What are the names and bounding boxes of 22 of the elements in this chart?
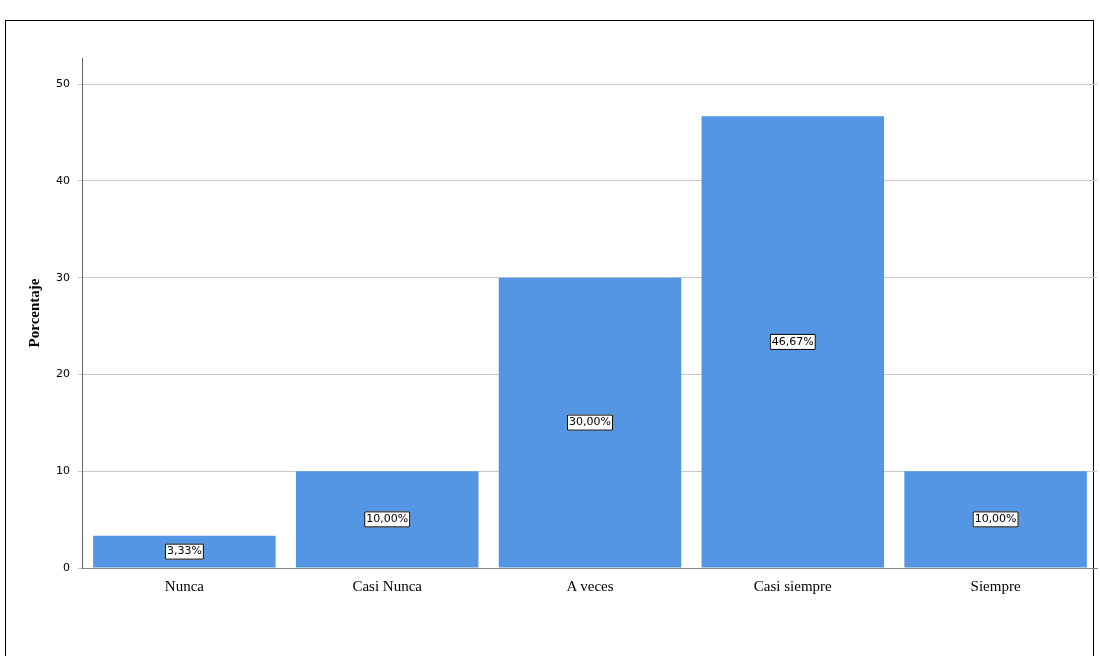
y-tick-label: 20 — [56, 367, 70, 381]
data-label: 3,33% — [166, 544, 202, 558]
bar — [295, 471, 479, 568]
bar — [93, 535, 276, 568]
bar — [701, 116, 885, 568]
x-tick-label: Nunca — [164, 577, 205, 594]
bar — [904, 471, 1087, 568]
x-tick-label: Casi Nunca — [352, 577, 423, 594]
y-axis-title: Porcentaje — [25, 278, 42, 348]
y-tick-label: 10 — [56, 464, 70, 478]
y-tick-label: 30 — [56, 270, 70, 284]
bar — [498, 277, 682, 568]
data-label: 46,67% — [771, 334, 814, 348]
y-tick-label: 0 — [63, 560, 70, 574]
x-tick-label: A veces — [566, 577, 614, 594]
data-label: 30,00% — [569, 415, 611, 429]
y-tick-label: 50 — [56, 76, 70, 90]
x-tick-label: Casi siempre — [753, 577, 833, 594]
data-label: 10,00% — [974, 512, 1017, 526]
x-tick-label: Siempre — [970, 577, 1021, 594]
y-tick-label: 40 — [56, 173, 70, 187]
data-label: 10,00% — [366, 512, 409, 526]
